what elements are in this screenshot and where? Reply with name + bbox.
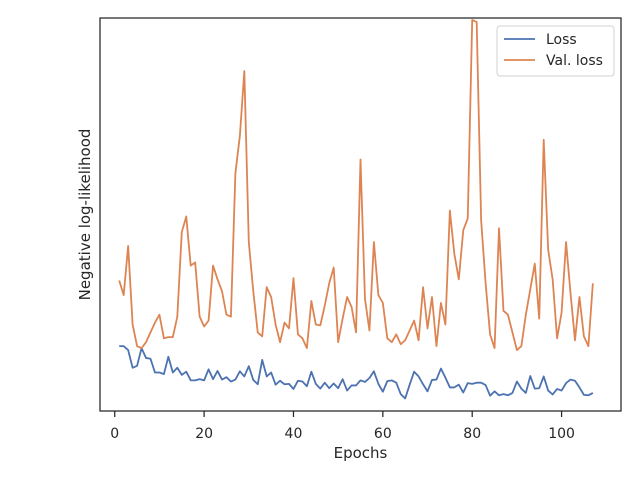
plot-frame: [99, 17, 622, 412]
x-axis-label: Epochs: [334, 444, 388, 462]
x-tick-label: 0: [110, 426, 119, 442]
series-layer: [118, 19, 594, 400]
series-line-loss: [119, 345, 594, 400]
x-tick-label: 100: [548, 426, 575, 442]
legend: Loss Val. loss: [496, 25, 615, 77]
series-line-val-loss: [118, 19, 594, 351]
y-axis-label: Negative log-likelihood: [76, 129, 94, 301]
plot-area-background: [100, 18, 621, 411]
x-tick-label: 40: [285, 426, 303, 442]
axes-spines: [99, 17, 622, 412]
legend-label-loss: Loss: [546, 32, 577, 48]
x-axis-ticks: 0 20 40 60 80 100: [110, 411, 575, 442]
legend-label-val-loss: Val. loss: [546, 53, 603, 69]
x-tick-label: 20: [195, 426, 213, 442]
x-tick-label: 60: [374, 426, 392, 442]
x-tick-label: 80: [463, 426, 481, 442]
